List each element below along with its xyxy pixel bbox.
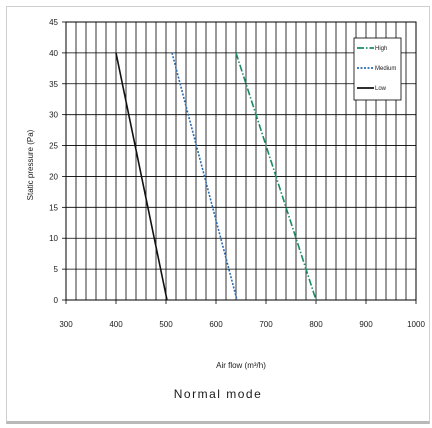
y-tick-label: 10 — [49, 234, 58, 243]
x-tick-label: 900 — [359, 320, 373, 329]
x-tick-label: 600 — [209, 320, 223, 329]
x-tick-labels: 300 400 500 600 700 800 900 1000 — [59, 320, 425, 329]
chart-caption: Normal mode — [174, 387, 263, 401]
y-tick-label: 35 — [49, 80, 58, 89]
y-tick-label: 15 — [49, 203, 58, 212]
y-axis-label: Static pressure (Pa) — [26, 129, 35, 200]
x-tick-label: 700 — [259, 320, 273, 329]
y-tick-label: 30 — [49, 111, 58, 120]
plot-border — [65, 21, 417, 301]
legend: High Medium Low — [353, 37, 402, 101]
y-tick-label: 0 — [54, 296, 59, 305]
x-tick-label: 400 — [109, 320, 123, 329]
series-line-high — [235, 52, 317, 301]
x-tick-label: 300 — [59, 320, 73, 329]
legend-label-low: Low — [375, 86, 387, 92]
series-lines — [115, 52, 317, 301]
y-tick-label: 5 — [54, 265, 59, 274]
y-tick-label: 20 — [49, 172, 58, 181]
axes — [62, 21, 417, 304]
x-axis-label: Air flow (m³/h) — [216, 361, 266, 370]
legend-label-high: High — [375, 46, 387, 52]
x-tick-label: 1000 — [407, 320, 425, 329]
x-tick-label: 500 — [159, 320, 173, 329]
series-line-medium — [171, 52, 238, 301]
y-tick-label: 25 — [49, 142, 58, 151]
y-tick-label: 45 — [49, 18, 58, 27]
y-tick-label: 40 — [49, 49, 58, 58]
y-tick-labels: 0 5 10 15 20 25 30 35 40 45 — [49, 18, 58, 305]
series-line-low — [115, 52, 168, 301]
legend-label-medium: Medium — [375, 66, 396, 72]
x-tick-label: 800 — [309, 320, 323, 329]
